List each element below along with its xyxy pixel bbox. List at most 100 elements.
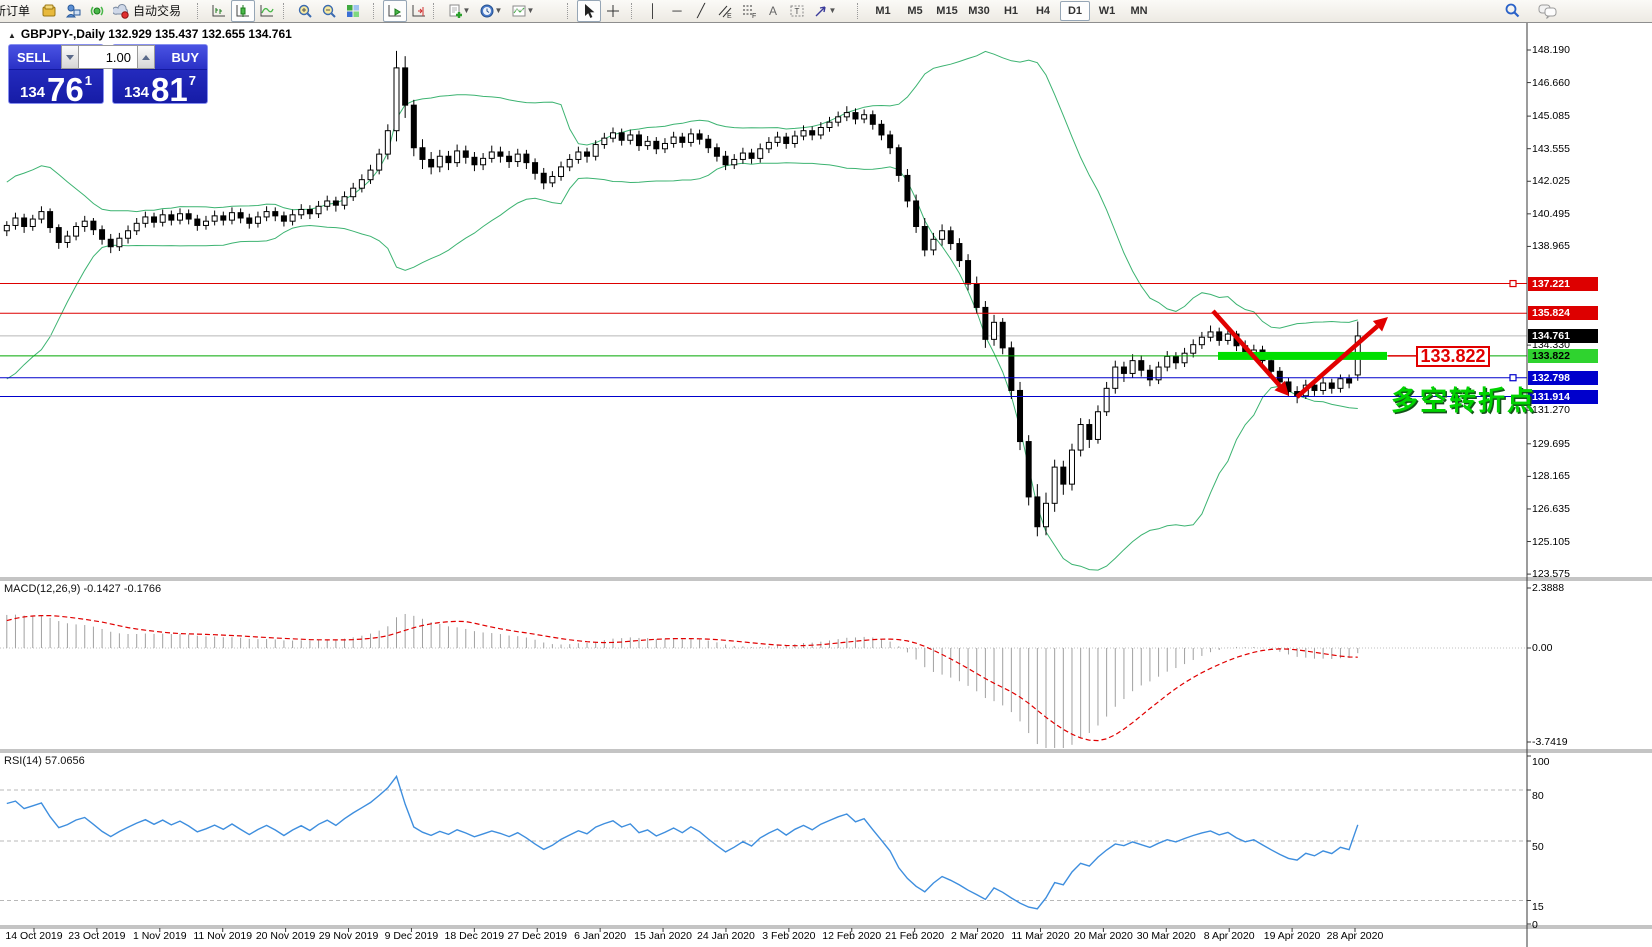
crosshair-icon bbox=[607, 4, 619, 17]
price-level-annotation[interactable]: 133.822 bbox=[1416, 346, 1490, 367]
line-chart-icon bbox=[260, 4, 274, 16]
volume-input[interactable]: 1.00 bbox=[79, 45, 137, 69]
timeframe-group: M1 M5 M15 M30 H1 H4 D1 W1 MN bbox=[867, 0, 1155, 21]
tile-windows-button[interactable] bbox=[341, 0, 365, 22]
arrows-button[interactable]: ▼ bbox=[809, 0, 841, 22]
channel-button[interactable]: E bbox=[713, 0, 737, 22]
zoom-out-button[interactable] bbox=[317, 0, 341, 22]
timeframe-button-D1[interactable]: D1 bbox=[1060, 0, 1090, 21]
timeframe-button-H1[interactable]: H1 bbox=[1003, 4, 1019, 17]
chart-shift-button[interactable] bbox=[407, 0, 431, 22]
cursor-button[interactable] bbox=[577, 0, 601, 22]
toolbar: 新订单 自动交易 bbox=[0, 0, 1652, 23]
period-button[interactable]: ▼ bbox=[475, 0, 507, 22]
collapse-quote-panel-icon[interactable]: ▲ bbox=[8, 31, 16, 40]
spin-down-icon bbox=[66, 54, 74, 60]
sell-price-point: 1 bbox=[84, 73, 92, 88]
auto-trading-icon bbox=[113, 3, 129, 19]
symbol-ohlc-text: GBPJPY-,Daily 132.929 135.437 132.655 13… bbox=[20, 27, 292, 41]
navigator-button[interactable] bbox=[85, 0, 109, 22]
chart-title: ▲ GBPJPY-,Daily 132.929 135.437 132.655 1… bbox=[8, 27, 292, 41]
line-chart-button[interactable] bbox=[255, 0, 279, 22]
bar-chart-icon bbox=[212, 4, 225, 16]
toolbar-grip bbox=[373, 2, 379, 19]
crosshair-button[interactable] bbox=[601, 0, 625, 22]
new-chart-dropdown-icon: ▼ bbox=[462, 6, 471, 15]
auto-scroll-button[interactable] bbox=[383, 0, 407, 22]
cursor-icon bbox=[585, 3, 595, 18]
zoom-in-button[interactable] bbox=[293, 0, 317, 22]
template-icon bbox=[512, 5, 526, 16]
zoom-in-icon bbox=[298, 4, 312, 18]
publisher-button[interactable] bbox=[61, 0, 85, 22]
timeframe-button-M30[interactable]: M30 bbox=[968, 4, 990, 17]
timeframe-button-H4[interactable]: H4 bbox=[1035, 4, 1051, 17]
zoom-out-icon bbox=[322, 4, 336, 18]
chart-canvas bbox=[0, 22, 1652, 947]
terminal-button[interactable] bbox=[37, 0, 61, 22]
one-click-trading-panel: SELL 134 76 1 BUY 134 81 7 1.00 bbox=[8, 44, 208, 104]
sell-price-big-figure: 134 bbox=[20, 84, 46, 101]
timeframe-button-M15[interactable]: M15 bbox=[936, 4, 958, 17]
search-icon bbox=[1505, 3, 1519, 18]
toolbar-grip bbox=[433, 2, 439, 19]
navigator-icon bbox=[90, 6, 104, 15]
timeframe-button-M5[interactable]: M5 bbox=[907, 4, 923, 17]
svg-text:E: E bbox=[727, 13, 732, 19]
bar-chart-button[interactable] bbox=[207, 0, 231, 22]
chat-button[interactable] bbox=[1536, 0, 1560, 22]
terminal-icon bbox=[42, 4, 56, 16]
candlestick-chart-button[interactable] bbox=[231, 0, 255, 22]
chart-shift-icon bbox=[412, 4, 425, 16]
trendline-button[interactable]: ╱ bbox=[689, 0, 713, 22]
sell-price-pips: 76 bbox=[47, 70, 84, 104]
publisher-icon bbox=[65, 4, 81, 17]
spin-up-icon bbox=[142, 54, 150, 60]
buy-price: 134 81 7 bbox=[113, 70, 207, 104]
new-order-label: 新订单 bbox=[0, 4, 31, 18]
template-button[interactable]: ▼ bbox=[507, 0, 539, 22]
hline-icon: ─ bbox=[672, 3, 682, 18]
toolbar-grip bbox=[631, 2, 637, 19]
arrows-icon bbox=[815, 5, 826, 16]
chat-icon bbox=[1538, 4, 1557, 19]
svg-text:F: F bbox=[752, 13, 756, 19]
buy-price-point: 7 bbox=[188, 73, 196, 88]
volume-increase-button[interactable] bbox=[137, 45, 155, 69]
toolbar-grip bbox=[283, 2, 289, 19]
arrows-dropdown-icon: ▼ bbox=[828, 6, 837, 15]
auto-trading-label: 自动交易 bbox=[133, 4, 182, 18]
vline-icon: │ bbox=[648, 3, 658, 18]
text-button[interactable]: A bbox=[761, 0, 785, 22]
new-chart-icon bbox=[449, 4, 462, 18]
timeframe-button-MN[interactable]: MN bbox=[1130, 4, 1148, 17]
timeframe-button-M1[interactable]: M1 bbox=[875, 4, 891, 17]
buy-price-big-figure: 134 bbox=[124, 84, 150, 101]
new-order-button[interactable]: 新订单 bbox=[0, 0, 31, 22]
auto-trading-button[interactable]: 自动交易 bbox=[109, 0, 185, 22]
template-dropdown-icon: ▼ bbox=[526, 6, 535, 15]
volume-decrease-button[interactable] bbox=[61, 45, 79, 69]
horizontal-line-button[interactable]: ─ bbox=[665, 0, 689, 22]
volume-control: 1.00 bbox=[61, 45, 155, 69]
buy-price-pips: 81 bbox=[151, 70, 188, 104]
search-button[interactable] bbox=[1500, 0, 1524, 22]
tile-windows-icon bbox=[347, 4, 359, 17]
new-chart-button[interactable]: ▼ bbox=[443, 0, 475, 22]
period-clock-icon bbox=[480, 4, 494, 17]
fibonacci-icon: F bbox=[743, 5, 756, 19]
pivot-point-annotation[interactable]: 多空转折点 bbox=[1391, 386, 1536, 416]
period-dropdown-icon: ▼ bbox=[494, 6, 503, 15]
fibonacci-button[interactable]: F bbox=[737, 0, 761, 22]
svg-text:T: T bbox=[795, 7, 800, 16]
toolbar-grip bbox=[567, 2, 573, 19]
text-icon: A bbox=[768, 3, 777, 18]
sell-price: 134 76 1 bbox=[9, 70, 103, 104]
text-label-button[interactable]: T bbox=[785, 0, 809, 22]
toolbar-grip bbox=[197, 2, 203, 19]
candlestick-chart-icon bbox=[236, 4, 249, 17]
vertical-line-button[interactable]: │ bbox=[641, 0, 665, 22]
text-label-icon: T bbox=[790, 5, 804, 16]
timeframe-button-W1[interactable]: W1 bbox=[1098, 4, 1116, 17]
